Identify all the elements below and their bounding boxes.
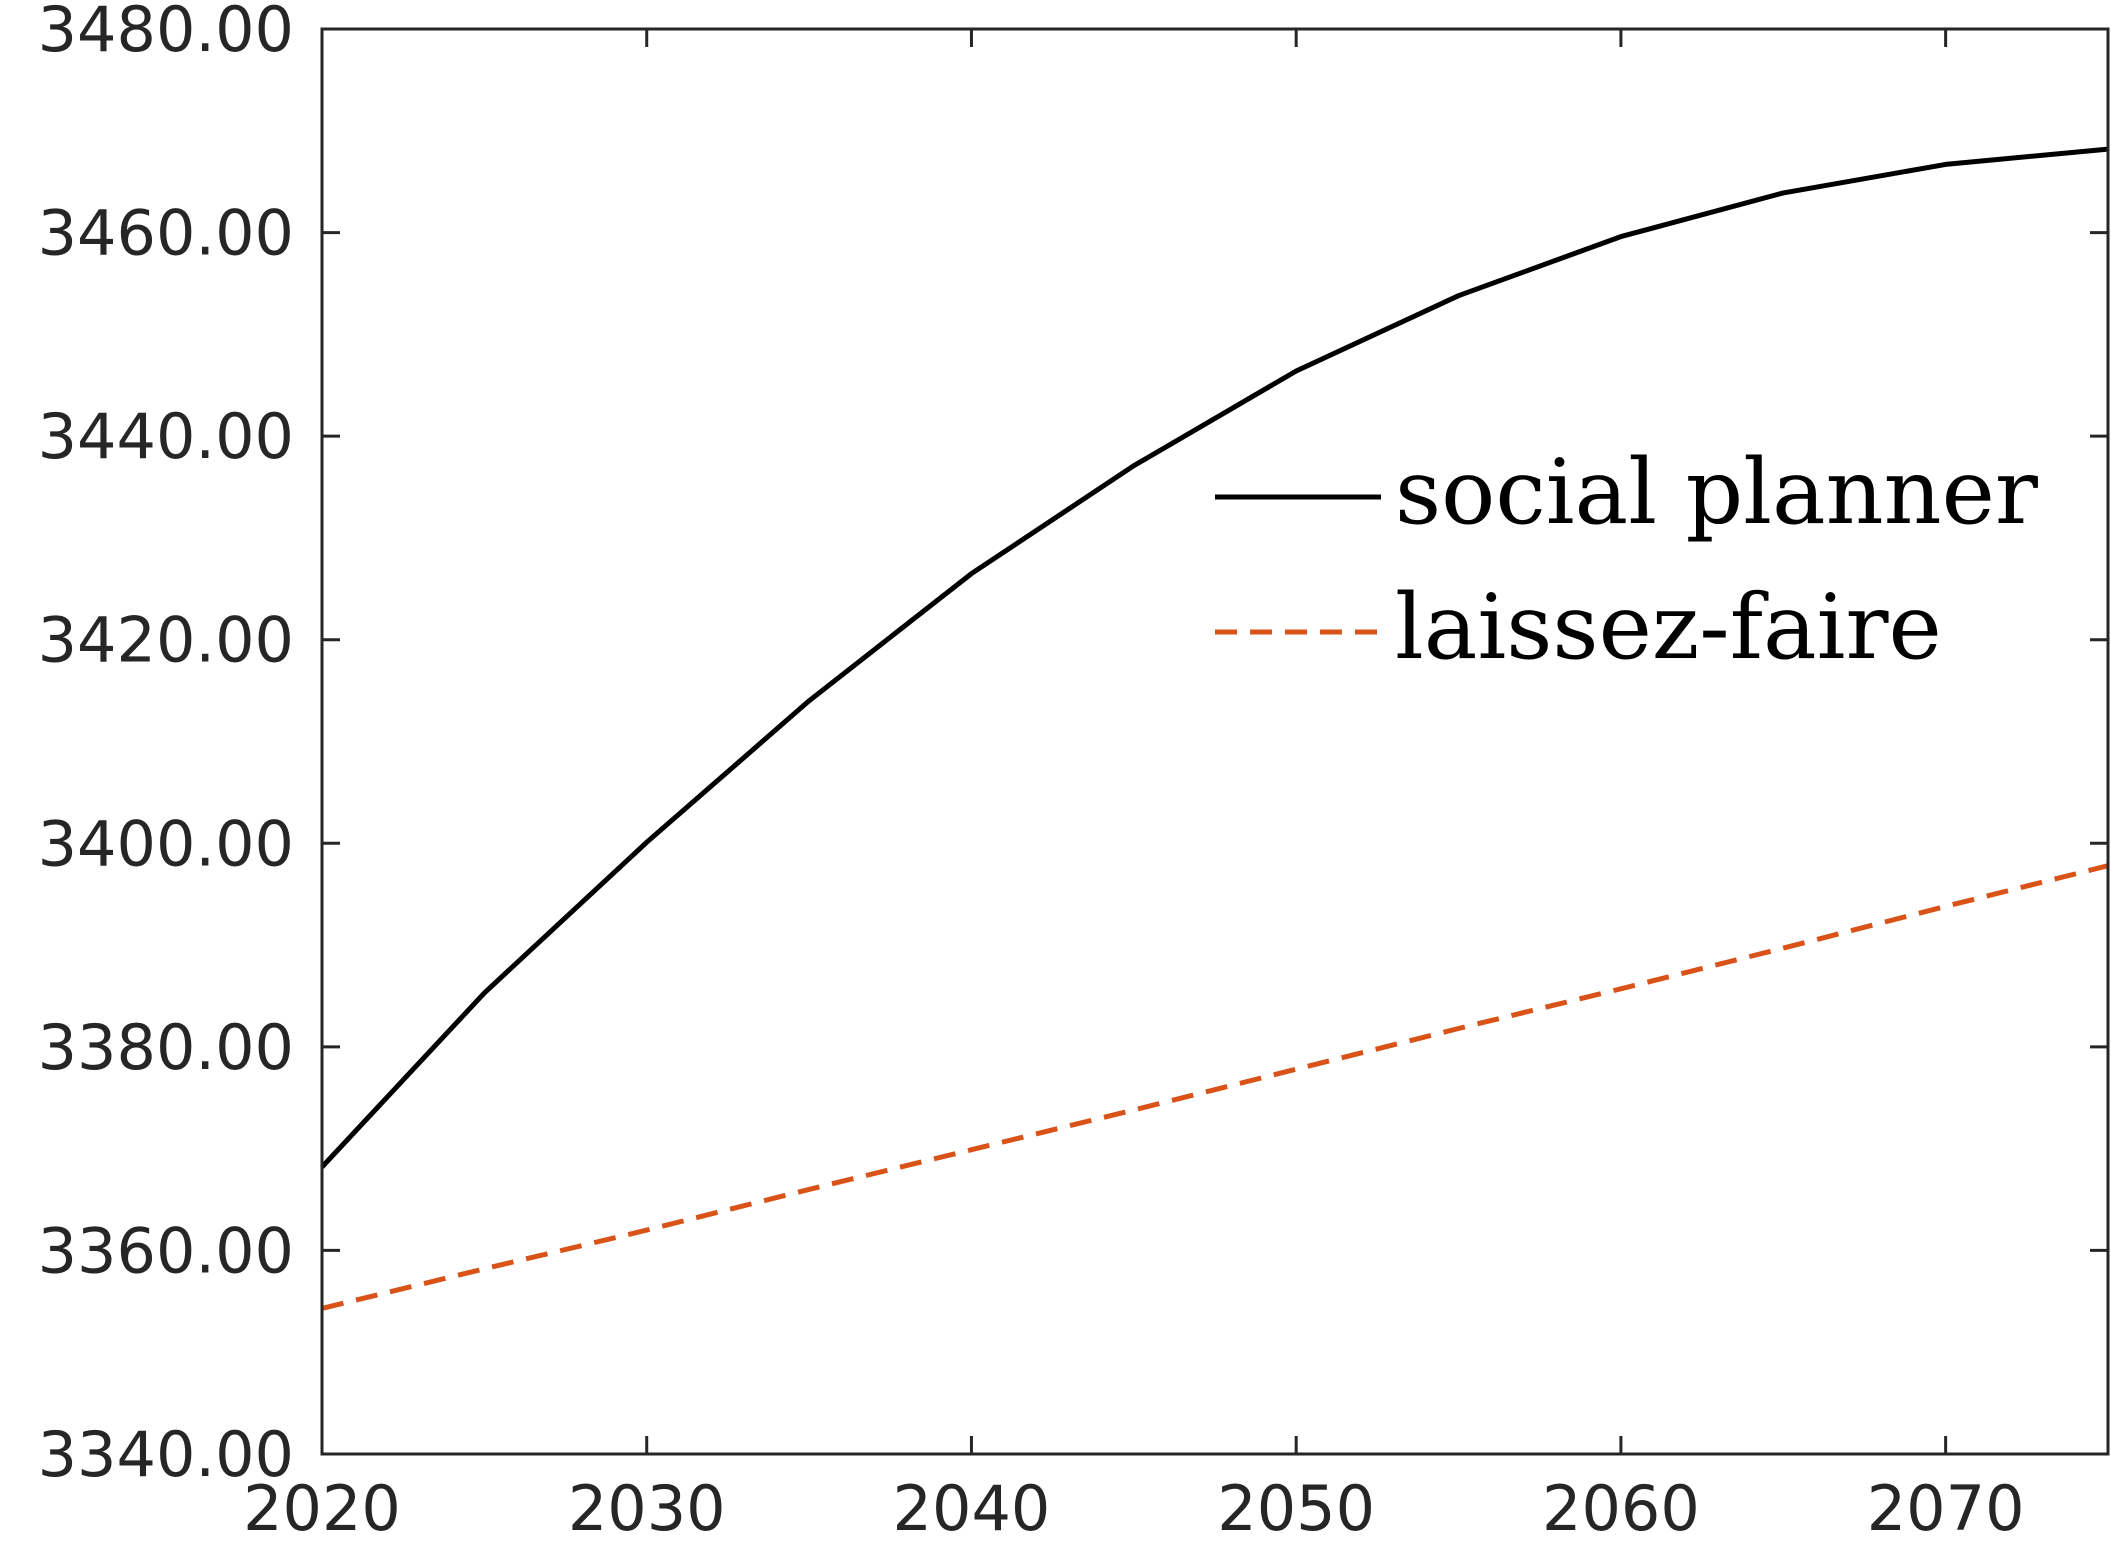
x-tick-label: 2050 <box>1217 1472 1375 1545</box>
x-tick-label: 2070 <box>1867 1472 2025 1545</box>
series-line-laissez-faire <box>321 863 2109 1311</box>
y-tick-label: 3380.00 <box>38 1011 294 1084</box>
y-tick-label: 3460.00 <box>38 197 294 270</box>
y-tick-label: 3440.00 <box>38 400 294 473</box>
y-tick-label: 3420.00 <box>38 604 294 677</box>
plot-area <box>322 29 2108 1454</box>
legend-label-laissez-faire: laissez-faire <box>1395 575 1942 680</box>
ticks-layer: 2020 2030 2040 2050 2060 2070 3340.00 3360.00 33… <box>38 0 2108 1545</box>
legend-label-social-planner: social planner <box>1395 440 2039 545</box>
series-layer <box>320 146 2109 1311</box>
x-tick-label: 2020 <box>243 1472 401 1545</box>
y-tick-label: 3360.00 <box>38 1214 294 1287</box>
legend: social planner laissez-faire <box>1215 440 2039 680</box>
x-tick-label: 2040 <box>893 1472 1051 1545</box>
plot-frame <box>320 27 2110 1456</box>
x-tick-label: 2030 <box>568 1472 726 1545</box>
y-tick-label: 3400.00 <box>38 807 294 880</box>
x-tick-label: 2060 <box>1542 1472 1700 1545</box>
series-line-social-planner <box>320 146 2109 1169</box>
y-tick-label: 3480.00 <box>38 0 294 66</box>
y-tick-label: 3340.00 <box>38 1418 294 1491</box>
